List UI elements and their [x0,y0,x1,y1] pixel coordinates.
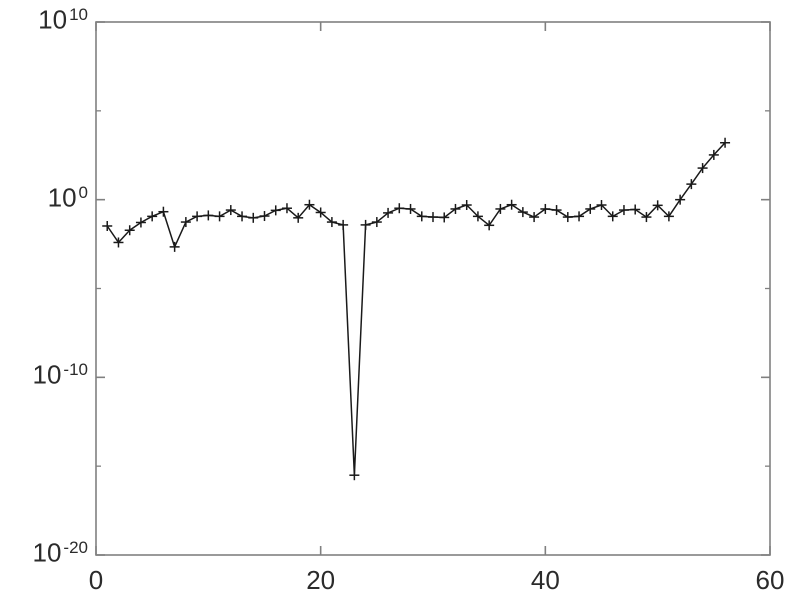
data-point-marker [405,203,416,214]
data-point-marker [720,137,731,148]
data-point-marker [113,237,124,248]
data-point-marker [158,206,169,217]
data-point-marker [383,207,394,218]
data-point-marker [203,210,214,221]
data-series-line [106,142,726,476]
data-point-marker [506,199,517,210]
data-point-marker [135,217,146,228]
data-point-marker [248,212,259,223]
y-tick-label: 10 -10 [32,359,89,390]
data-point-marker [315,207,326,218]
y-tick-label-mantissa: 10 [32,537,62,568]
data-point-marker [371,217,382,228]
data-point-marker [394,203,405,214]
data-point-marker [630,204,641,215]
data-point-marker [326,217,337,228]
data-point-marker [675,194,686,205]
y-tick-label-mantissa: 10 [38,4,68,35]
data-point-marker [147,211,158,222]
data-point-marker [574,211,585,222]
data-point-marker [439,212,450,223]
data-point-marker [259,211,270,222]
data-point-marker [124,225,135,236]
y-tick-label-exponent: 0 [78,182,88,202]
data-point-marker [529,212,540,223]
data-point-marker [596,200,607,211]
plot-frame [95,21,771,556]
data-point-marker [618,205,629,216]
y-tick-label-mantissa: 10 [32,359,62,390]
y-tick-label-exponent: -20 [63,538,88,557]
data-point-marker [102,220,113,231]
data-point-marker [607,211,618,222]
y-tick-label: 10 0 [47,182,88,213]
data-point-marker [540,203,551,214]
x-tick-label: 20 [306,565,336,595]
data-point-marker [225,205,236,216]
data-point-marker [338,219,349,230]
data-point-marker [652,200,663,211]
y-tick-label: 10 -20 [32,537,89,568]
data-point-marker [495,203,506,214]
data-point-marker [461,200,472,211]
data-point-marker [517,207,528,218]
data-point-marker [304,199,315,210]
data-point-marker [270,205,281,216]
data-point-marker [585,203,596,214]
data-point-marker [169,241,180,252]
axes-frame [95,21,771,556]
data-point-marker [281,203,292,214]
x-axis-major-ticks [95,22,771,555]
x-tick-label: 40 [530,565,560,595]
data-point-marker [214,211,225,222]
data-point-marker [192,211,203,222]
data-point-marker [450,203,461,214]
data-point-marker [562,212,573,223]
data-point-marker [180,217,191,228]
y-tick-label: 10 10 [38,4,88,35]
data-point-marker [416,211,427,222]
y-axis-major-ticks [96,21,770,556]
data-point-marker [697,163,708,174]
data-point-marker [349,470,360,481]
data-point-marker [484,220,495,231]
y-tick-label-exponent: 10 [69,5,88,24]
data-point-marker [428,212,438,223]
y-axis-minor-ticks [96,110,770,467]
y-tick-label-exponent: -10 [63,360,88,380]
series-polyline [106,142,726,476]
data-point-marker [293,212,304,223]
data-point-marker [551,205,562,216]
data-point-marker [472,211,483,222]
data-point-marker [663,211,674,222]
data-point-marker [686,179,697,190]
data-point-marker [360,219,371,230]
data-point-marker [237,211,248,222]
x-tick-label: 60 [755,565,785,595]
data-point-marker [708,149,719,160]
y-tick-label-mantissa: 10 [47,182,77,213]
x-tick-label: 0 [88,565,104,595]
series-markers [102,137,731,481]
data-point-marker [641,212,652,223]
